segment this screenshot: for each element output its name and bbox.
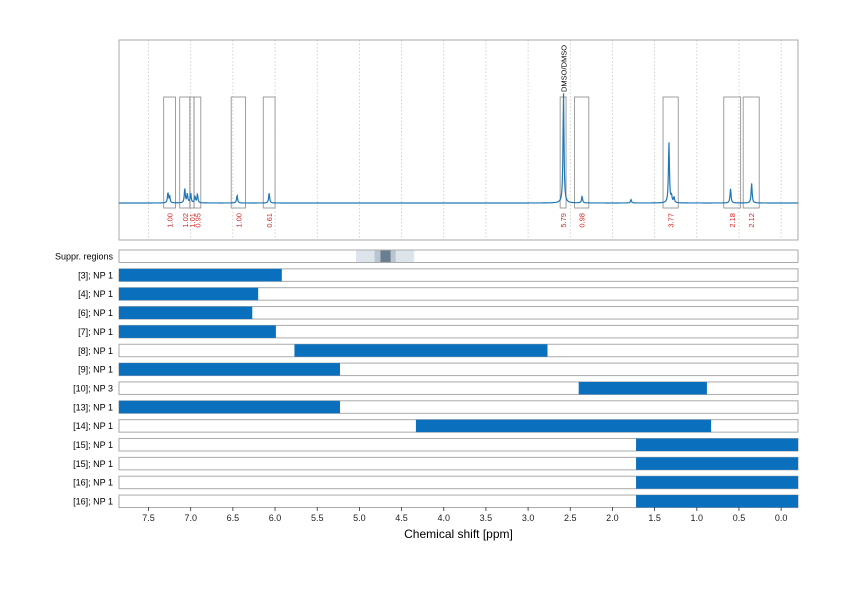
range-bar (119, 325, 276, 338)
range-bar (636, 438, 798, 451)
x-tick-label: 5.5 (311, 513, 324, 523)
x-tick-label: 6.0 (269, 513, 282, 523)
row-label: [3]; NP 1 (78, 270, 113, 280)
row-label: [13]; NP 1 (73, 402, 113, 412)
range-bar (415, 419, 712, 433)
x-tick-label: 3.5 (480, 513, 493, 523)
x-tick-label: 1.0 (691, 513, 704, 523)
integration-region-box (230, 96, 246, 209)
integration-region-box (662, 96, 679, 209)
integration-region-box (193, 96, 202, 209)
spectrum-line (119, 93, 798, 204)
x-tick-label: 6.5 (227, 513, 240, 523)
row-label: [16]; NP 1 (73, 497, 113, 507)
integral-value: 1.00 (234, 213, 243, 228)
integral-value: 0.61 (265, 213, 274, 228)
suppression-band (380, 250, 391, 262)
x-tick-label: 4.5 (395, 513, 408, 523)
range-rows: Suppr. regions [3]; NP 1 [4]; NP 1 [6]; NP … (55, 249, 799, 509)
x-axis: 7.5 7.0 6.5 6.0 5.5 5.0 4.5 4.0 3.5 3.0 2.5 2.0 1.5 1… (142, 507, 787, 523)
range-bar (119, 268, 282, 282)
grid-lines (148, 40, 782, 240)
row-label: [6]; NP 1 (78, 308, 113, 318)
x-tick-label: 2.5 (564, 513, 577, 523)
peak-annotation: DMSO/DMSO (560, 45, 569, 92)
integral-value: 2.18 (728, 213, 737, 228)
range-bar (636, 495, 798, 508)
x-tick-label: 2.0 (606, 513, 619, 523)
range-bar (119, 306, 253, 320)
row-label: [14]; NP 1 (73, 421, 113, 431)
integration-region-box (574, 96, 590, 209)
x-tick-label: 0.5 (733, 513, 746, 523)
x-tick-label: 4.0 (437, 513, 450, 523)
row-label: [10]; NP 3 (73, 383, 113, 393)
integral-value: 1.00 (166, 213, 175, 228)
integral-value: 1.02 (181, 213, 190, 228)
row-label: [15]; NP 1 (73, 440, 113, 450)
integral-value: 2.12 (747, 213, 756, 228)
integration-region-box (742, 96, 760, 209)
integral-value: 5.79 (559, 213, 568, 228)
row-label: [9]; NP 1 (78, 365, 113, 375)
range-bar (119, 363, 340, 376)
x-axis-label: Chemical shift [ppm] (404, 527, 513, 541)
x-tick-label: 7.5 (142, 513, 155, 523)
annotations: DMSO/DMSO (560, 45, 569, 92)
integral-value: 3.77 (667, 213, 676, 228)
row-label: [16]; NP 1 (73, 478, 113, 488)
integral-value: 1.01 (188, 213, 197, 228)
x-tick-label: 0.0 (775, 513, 788, 523)
x-tick-label: 5.0 (353, 513, 366, 523)
x-tick-label: 3.0 (522, 513, 535, 523)
row-label: Suppr. regions (55, 252, 114, 262)
range-bar (294, 344, 548, 357)
integral-value: 0.98 (578, 213, 587, 228)
row-label: [4]; NP 1 (78, 289, 113, 299)
range-bar (636, 457, 798, 470)
integration-regions: 1.00 1.021.010.95 1.00 0.61 5.79 0.98 3.77 2.18… (163, 96, 760, 228)
spectrum-panel (118, 39, 799, 241)
range-bar (636, 476, 798, 489)
x-tick-label: 7.0 (184, 513, 197, 523)
row-label: [8]; NP 1 (78, 346, 113, 356)
integration-region-box (723, 96, 742, 209)
row-label: [7]; NP 1 (78, 327, 113, 337)
range-bar (119, 287, 259, 301)
suppression-row-frame (118, 249, 799, 263)
integral-value: 0.95 (193, 213, 202, 228)
x-tick-label: 1.5 (648, 513, 661, 523)
integration-region-box (163, 96, 176, 209)
range-bar (578, 381, 707, 395)
range-bar (119, 400, 340, 414)
row-label: [15]; NP 1 (73, 459, 113, 469)
integration-region-box (262, 96, 276, 209)
